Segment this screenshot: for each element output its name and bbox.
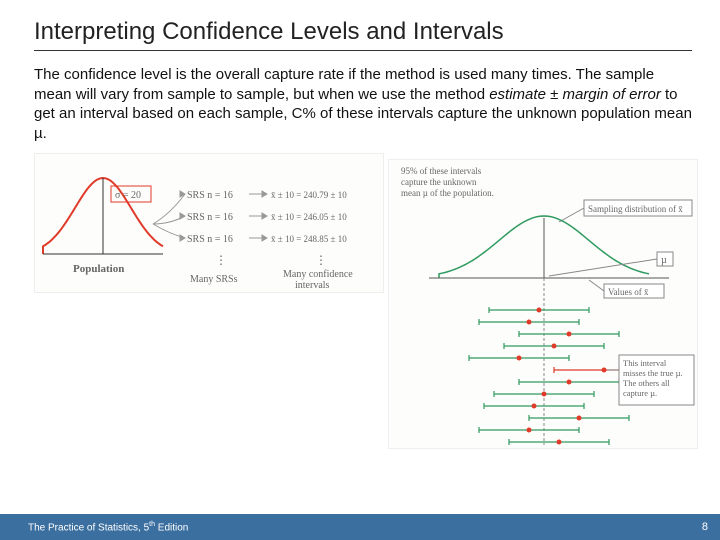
svg-text:Population: Population xyxy=(73,263,124,275)
svg-text:capture the unknown: capture the unknown xyxy=(401,177,477,187)
svg-text:SRS n = 16: SRS n = 16 xyxy=(187,234,233,245)
svg-text:misses the true µ.: misses the true µ. xyxy=(623,368,683,378)
svg-text:This interval: This interval xyxy=(623,358,667,368)
svg-text:SRS n = 16: SRS n = 16 xyxy=(187,212,233,223)
slide-title: Interpreting Confidence Levels and Inter… xyxy=(34,18,692,51)
svg-text:capture µ.: capture µ. xyxy=(623,388,657,398)
right-figure: 95% of these intervals capture the unkno… xyxy=(388,159,698,449)
svg-text:Sampling distribution of x̄: Sampling distribution of x̄ xyxy=(588,204,683,214)
svg-text:µ: µ xyxy=(661,255,667,266)
svg-text:x̄ ± 10 = 248.85 ± 10: x̄ ± 10 = 248.85 ± 10 xyxy=(271,234,347,244)
svg-text:SRS n = 16: SRS n = 16 xyxy=(187,190,233,201)
svg-text:Many SRSs: Many SRSs xyxy=(190,274,238,285)
svg-text:Values of x̄: Values of x̄ xyxy=(608,287,649,297)
footer-bar: The Practice of Statistics, 5th Edition … xyxy=(0,514,720,540)
svg-text:The others all: The others all xyxy=(623,378,670,388)
footer-text-post: Edition xyxy=(155,522,188,533)
svg-text:x̄ ± 10 = 246.05 ± 10: x̄ ± 10 = 246.05 ± 10 xyxy=(271,212,347,222)
left-figure: σ = 20 Population SRS n = 16 x̄ ± 10 = 24… xyxy=(34,153,384,293)
svg-text:⋮: ⋮ xyxy=(315,253,327,267)
svg-text:σ = 20: σ = 20 xyxy=(115,190,141,201)
footer-text-pre: The Practice of Statistics, 5 xyxy=(28,522,149,533)
svg-text:intervals: intervals xyxy=(295,280,330,291)
svg-text:mean µ of the population.: mean µ of the population. xyxy=(401,188,494,198)
body-paragraph: The confidence level is the overall capt… xyxy=(34,65,692,143)
svg-text:x̄ ± 10 = 240.79 ± 10: x̄ ± 10 = 240.79 ± 10 xyxy=(271,190,347,200)
svg-text:⋮: ⋮ xyxy=(215,253,227,267)
svg-text:Many confidence: Many confidence xyxy=(283,269,353,280)
page-number: 8 xyxy=(702,521,708,533)
svg-text:95% of these intervals: 95% of these intervals xyxy=(401,166,482,176)
body-italic: estimate ± margin of error xyxy=(489,86,661,103)
